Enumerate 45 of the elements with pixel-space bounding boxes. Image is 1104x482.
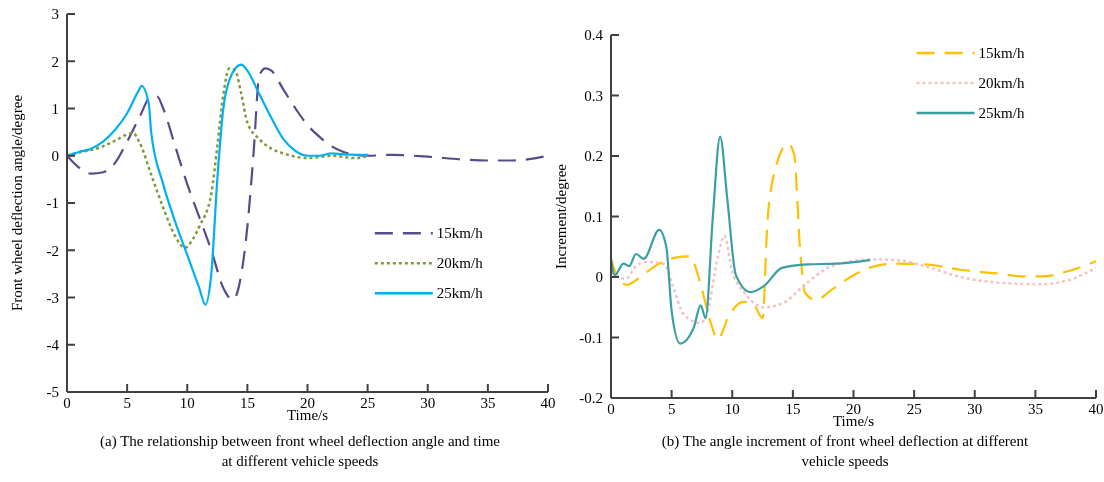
x-tick-label: 35 (480, 395, 496, 411)
y-tick-label: 1 (51, 100, 59, 117)
legend-label: 15km/h (436, 225, 484, 242)
x-tick-label: 25 (360, 395, 376, 411)
y-tick-label: -2 (46, 242, 59, 259)
y-tick-label: 0 (51, 148, 59, 164)
y-tick-label: -0.1 (579, 329, 603, 346)
x-tick-label: 35 (1027, 401, 1043, 417)
legend-label: 15km/h (978, 45, 1025, 62)
x-tick-label: 5 (667, 401, 676, 417)
y-tick-label: 2 (51, 53, 59, 70)
line-series (609, 135, 871, 345)
x-tick-label: 15 (239, 395, 255, 411)
line-series (65, 63, 369, 306)
text: (a) The relationship between front wheel deflection angle and time at different vehicle speeds (100, 433, 501, 469)
legend-label: 25km/h (436, 285, 484, 302)
y-tick-label: 3 (51, 6, 59, 23)
x-tick-label: 25 (906, 401, 922, 417)
y-tick-label: 0.2 (584, 148, 603, 165)
y-tick-label: -3 (46, 289, 59, 306)
y-tick-label: -4 (46, 337, 60, 353)
y-axis-title: Increment/degree (553, 163, 569, 269)
text: (b) The angle increment of front wheel deflection at different vehicle speeds (661, 433, 1030, 469)
x-tick-label: 30 (420, 395, 436, 411)
y-tick-label: -1 (46, 195, 59, 212)
x-tick-label: 0 (607, 401, 615, 417)
x-tick-label: 10 (179, 395, 195, 411)
x-tick-label: 10 (724, 401, 740, 417)
legend-label: 20km/h (436, 255, 484, 272)
x-tick-label: 40 (1088, 401, 1104, 417)
y-tick-label: -5 (46, 384, 59, 401)
x-tick-label: 30 (967, 401, 983, 417)
legend-label: 25km/h (978, 105, 1025, 122)
x-tick-label: 0 (63, 395, 71, 411)
y-tick-label: 0 (595, 269, 603, 286)
x-tick-label: 15 (785, 401, 801, 417)
y-tick-label: 0.4 (584, 27, 604, 44)
x-tick-label: 40 (540, 395, 556, 411)
y-tick-label: 0.3 (584, 87, 603, 104)
y-tick-label: -0.2 (579, 390, 603, 407)
y-axis-title: Front wheel deflection angle/degree (9, 94, 25, 312)
line-series (609, 234, 1098, 325)
y-tick-label: 0.1 (584, 208, 603, 225)
legend-label: 20km/h (978, 75, 1025, 92)
x-tick-label: 5 (123, 395, 131, 411)
